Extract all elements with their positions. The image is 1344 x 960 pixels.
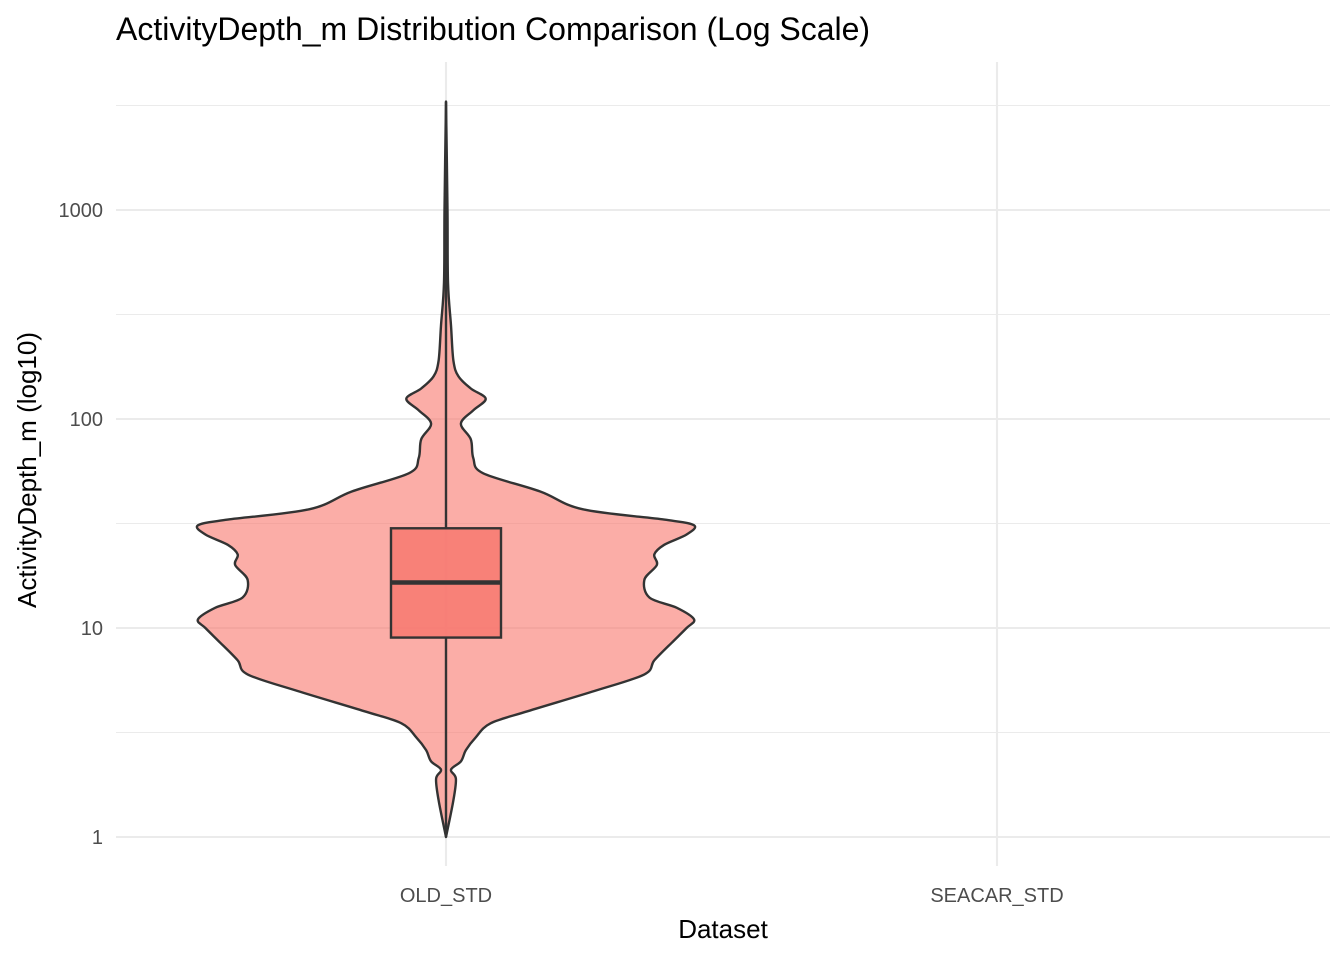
plot-marks [195,100,697,839]
axes: 1 10 100 1000 OLD_STD SEACAR_STD [59,200,1064,907]
grid [116,62,1330,866]
x-tick-label: OLD_STD [400,885,492,907]
y-tick-label: 10 [81,618,103,640]
y-tick-label: 100 [70,409,103,431]
chart-title: ActivityDepth_m Distribution Comparison … [116,11,870,47]
y-axis-title: ActivityDepth_m (log10) [12,332,42,608]
y-tick-label: 1000 [59,200,104,222]
x-tick-label: SEACAR_STD [930,885,1063,907]
y-tick-label: 1 [92,827,103,849]
x-axis-title: Dataset [678,914,768,944]
